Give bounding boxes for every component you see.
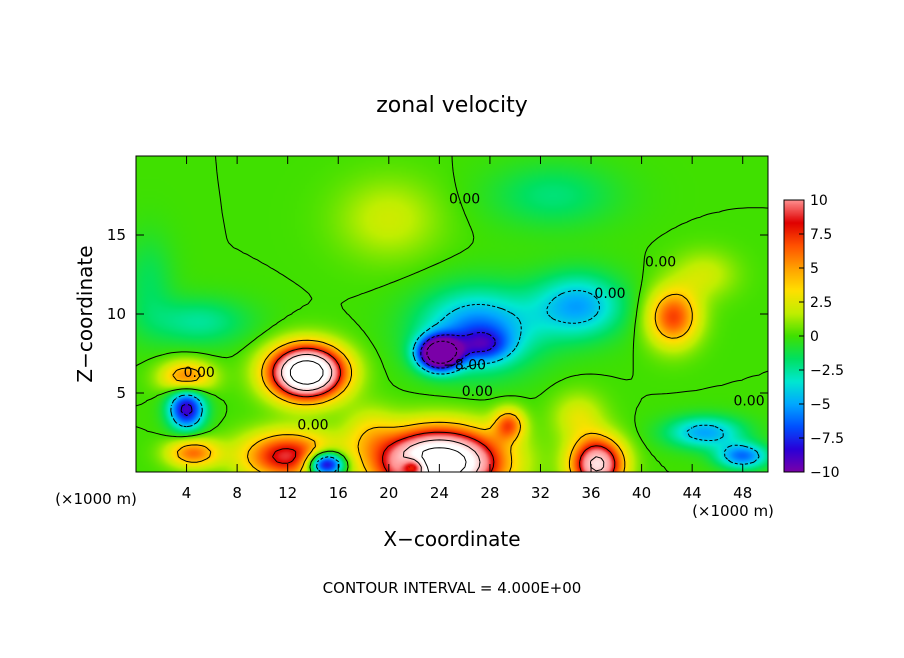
y-axis-ticks: 5 10 15 xyxy=(107,226,768,402)
x-unit-label-left: (×1000 m) xyxy=(55,490,137,508)
colorbar-tick-label: 5 xyxy=(810,261,819,277)
x-tick-label: 28 xyxy=(480,484,499,502)
y-tick-label: 10 xyxy=(107,305,126,323)
velocity-field-image xyxy=(136,156,768,472)
contour-line xyxy=(180,332,496,417)
colorbar-tick-label: −5 xyxy=(810,397,831,413)
x-unit-label-right: (×1000 m) xyxy=(692,502,774,520)
y-tick-label: 15 xyxy=(107,226,126,244)
colorbar-tick-label: 0 xyxy=(810,329,819,345)
contour-label: 0.00 xyxy=(594,286,625,302)
contour-lines xyxy=(135,155,769,473)
x-tick-label: 32 xyxy=(531,484,550,502)
contour-line xyxy=(426,340,458,364)
colorbar: 10 7.5 5 2.5 0 −2.5 −5 −7.5 −10 xyxy=(783,193,844,481)
x-tick-label: 4 xyxy=(182,484,192,502)
y-tick-label: 5 xyxy=(116,384,126,402)
contour-label: 0.00 xyxy=(184,365,215,381)
x-tick-label: 40 xyxy=(632,484,651,502)
contour-label: 0.00 xyxy=(733,394,764,410)
contour-line xyxy=(170,290,760,473)
colorbar-tick-label: 2.5 xyxy=(810,295,832,311)
contour-line xyxy=(281,353,605,473)
contour-label: 0.00 xyxy=(645,255,676,271)
chart-title: zonal velocity xyxy=(376,93,528,118)
colorbar-tick-label: −2.5 xyxy=(810,363,844,379)
x-axis-ticks: 4 8 12 16 20 24 28 32 36 40 44 48 xyxy=(182,156,752,502)
contour-line xyxy=(135,155,769,473)
contour-label: −8.00 xyxy=(443,357,486,373)
x-tick-label: 44 xyxy=(683,484,702,502)
x-tick-label: 24 xyxy=(430,484,449,502)
colorbar-tick-label: 7.5 xyxy=(810,227,832,243)
x-tick-label: 16 xyxy=(329,484,348,502)
plot-area: 0.00 0.00 0.00 0.00 0.00 0.00 0.00 −8.00 xyxy=(135,155,769,473)
contour-label: 0.00 xyxy=(449,191,480,207)
contour-label: 0.00 xyxy=(462,384,493,400)
x-tick-label: 20 xyxy=(379,484,398,502)
contour-line xyxy=(289,360,467,473)
contour-label: 0.00 xyxy=(297,417,328,433)
colorbar-tick-label: −10 xyxy=(810,465,840,481)
x-tick-label: 48 xyxy=(733,484,752,502)
colorbar-tick-label: 10 xyxy=(810,193,828,209)
contour-labels: 0.00 0.00 0.00 0.00 0.00 0.00 0.00 −8.00 xyxy=(184,191,765,433)
contour-line xyxy=(172,293,693,473)
x-axis-label: X−coordinate xyxy=(383,527,520,551)
x-tick-label: 12 xyxy=(278,484,297,502)
x-tick-label: 8 xyxy=(232,484,242,502)
colorbar-ticks: 10 7.5 5 2.5 0 −2.5 −5 −7.5 −10 xyxy=(799,193,844,481)
contour-interval-note: CONTOUR INTERVAL = 4.000E+00 xyxy=(323,579,582,597)
x-tick-label: 36 xyxy=(581,484,600,502)
y-axis-label: Z−coordinate xyxy=(73,245,97,382)
colorbar-tick-label: −7.5 xyxy=(810,431,844,447)
contour-line xyxy=(272,347,616,473)
